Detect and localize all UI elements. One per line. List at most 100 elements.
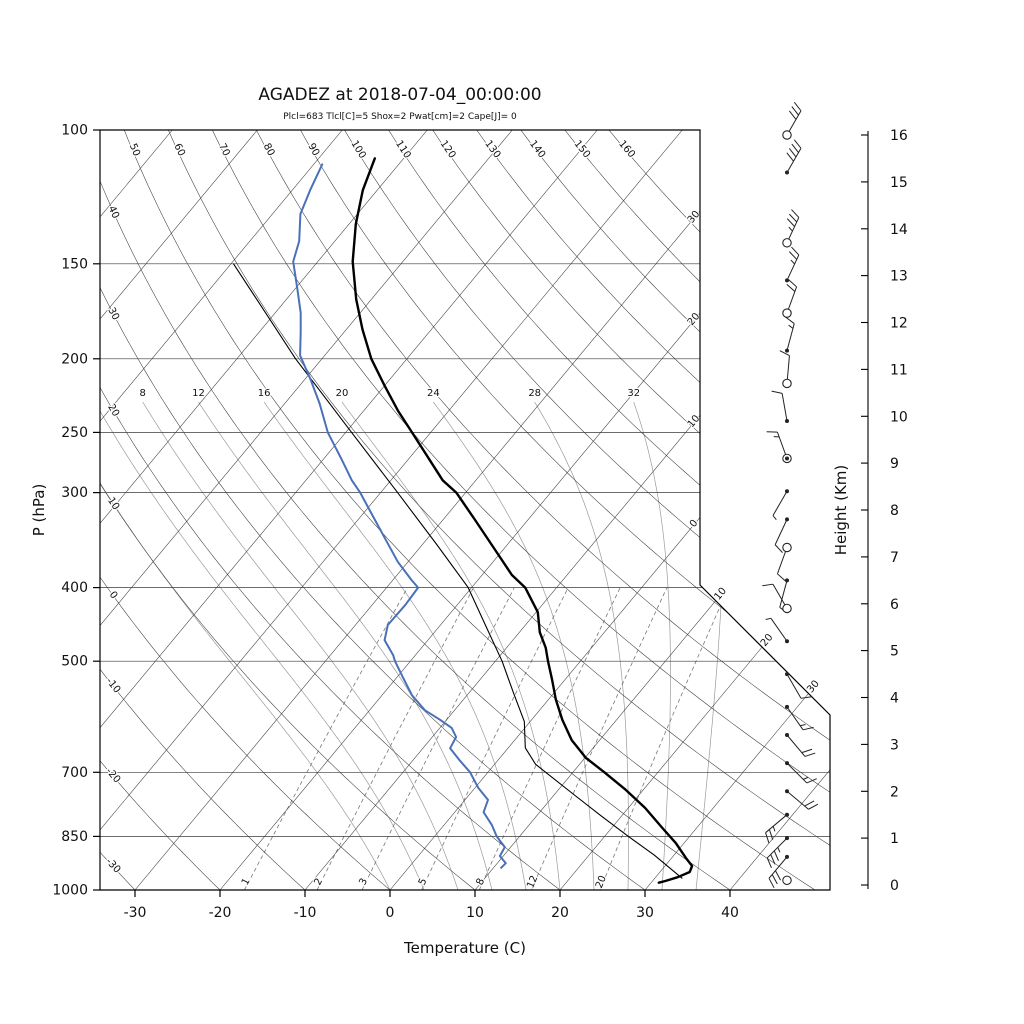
moist-adiabat-label: 16 [258, 388, 271, 399]
height-tick-label: 16 [890, 128, 908, 144]
barb-staff [765, 814, 788, 844]
height-tick-label: 10 [890, 409, 908, 425]
dry-adiabat-line [476, 130, 830, 890]
wind-barb [768, 854, 789, 889]
wind-barb [776, 542, 792, 582]
barb-full-tick [801, 748, 813, 754]
moist-adiabat-line [100, 401, 425, 890]
wind-barb [782, 875, 792, 886]
barb-staff [765, 617, 788, 642]
barb-staff [786, 673, 812, 699]
grid-layer [100, 130, 830, 890]
barb-station-dot [785, 704, 789, 709]
wind-barb [782, 101, 802, 140]
pressure-tick-label: 300 [61, 485, 88, 501]
barb-half-tick [773, 436, 780, 438]
barb-full-tick [791, 106, 799, 116]
wind-barb [785, 672, 812, 699]
wind-barb [785, 246, 800, 283]
barb-full-tick [802, 726, 814, 731]
barb-full-tick [800, 696, 812, 699]
wind-barb [785, 704, 814, 731]
barb-station-dot [785, 854, 789, 859]
height-tick-label: 6 [890, 597, 899, 613]
wind-barb [782, 279, 798, 318]
barb-staff [766, 837, 788, 869]
pressure-tick-label: 200 [61, 351, 88, 367]
barb-full-tick [768, 829, 774, 840]
pressure-tick-label: 150 [61, 256, 88, 272]
barb-full-tick [774, 870, 781, 881]
dry-adiabat-line [520, 130, 830, 890]
barb-station-dot [785, 489, 789, 494]
barb-station-dot [785, 578, 789, 583]
isotherm-line [100, 130, 343, 890]
dry-adiabat-line [100, 130, 221, 890]
dry-adiabat-line [564, 130, 830, 890]
barb-full-tick [804, 752, 816, 757]
dry-adiabat-line [100, 130, 391, 890]
barb-half-tick [765, 617, 772, 621]
barb-station-dot [785, 639, 789, 644]
barb-station-dot [785, 672, 789, 677]
height-tick-label: 3 [890, 737, 899, 753]
parcel-trace-line [232, 263, 683, 879]
temperature-tick-label: 20 [551, 905, 569, 921]
moist-adiabat-label: 12 [192, 388, 205, 399]
isotherm-line [100, 130, 513, 890]
pressure-tick-label: 250 [61, 425, 88, 441]
height-tick-label: 12 [890, 316, 908, 332]
chart-parameters: Plcl=683 Tlcl[C]=5 Shox=2 Pwat[cm]=2 Cap… [283, 112, 517, 122]
barb-full-tick [785, 316, 795, 324]
moist-adiabat-label: 20 [336, 388, 349, 399]
barb-full-tick [788, 213, 798, 223]
barb-full-tick [793, 139, 802, 149]
barb-staff [786, 246, 800, 281]
barb-full-tick [788, 279, 797, 288]
wind-barb [774, 517, 789, 553]
temperature-tick-label: 40 [721, 905, 739, 921]
barb-station-circle [782, 378, 792, 389]
barb-full-tick [793, 101, 802, 112]
barb-staff [771, 390, 788, 422]
wind-barb [766, 836, 789, 869]
dry-adiabat-line [100, 130, 306, 890]
barb-full-tick [804, 800, 815, 807]
dry-adiabat-line [256, 130, 830, 890]
wind-barb [785, 761, 817, 784]
barb-full-tick [771, 390, 783, 394]
barb-full-tick [762, 583, 774, 587]
barb-full-tick [791, 209, 800, 218]
moist-adiabat-label: 24 [427, 388, 440, 399]
dewpoint-line [292, 163, 507, 869]
dry-adiabat-line [100, 130, 476, 890]
static-text-layer: AGADEZ at 2018-07-04_00:00:00 Plcl=683 T… [30, 85, 850, 957]
wind-barb [765, 617, 789, 644]
barb-staff [768, 856, 788, 889]
barb-staff [774, 519, 788, 553]
wind-barb [785, 316, 795, 353]
height-tick-label: 14 [890, 222, 908, 238]
height-tick-label: 7 [890, 550, 899, 566]
barb-station-circle [782, 603, 792, 614]
temperature-tick-label: -30 [124, 905, 147, 921]
isotherm-line [134, 130, 768, 890]
barb-full-tick [786, 283, 796, 292]
barb-station-dot [785, 761, 789, 766]
barb-full-tick [777, 573, 786, 582]
barb-half-tick [790, 259, 795, 265]
isotherm-line [559, 130, 830, 890]
barb-staff-line [786, 673, 802, 699]
barb-staff [786, 734, 816, 757]
moist-adiabat-label: 28 [528, 388, 541, 399]
dry-adiabat-line [344, 130, 830, 890]
dry-adiabat-line [168, 130, 830, 890]
barb-staff [786, 706, 814, 731]
moist-adiabat-line [142, 401, 459, 890]
barb-staff-line [781, 393, 788, 422]
barb-staff [772, 491, 788, 521]
barb-station-dot [785, 348, 789, 353]
moist-adiabat-line [433, 401, 595, 890]
